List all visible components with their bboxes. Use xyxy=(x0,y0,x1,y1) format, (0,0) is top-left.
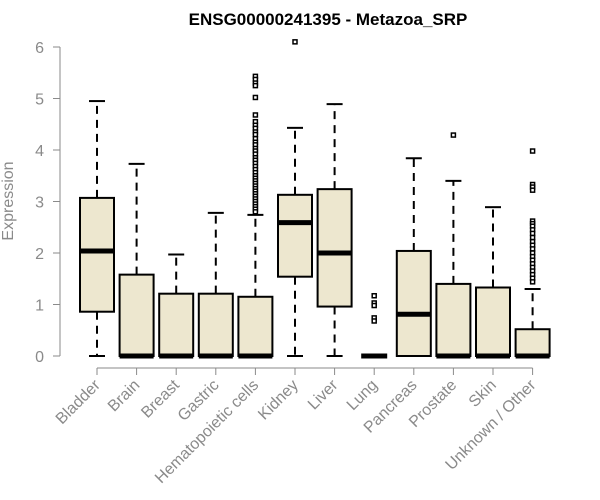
y-tick-label: 0 xyxy=(35,349,44,366)
box-prostate xyxy=(435,132,472,359)
box-breast xyxy=(158,253,195,359)
outlier-point xyxy=(371,318,377,324)
box-hematopoietic-cells xyxy=(237,73,274,359)
iqr-box xyxy=(514,328,551,358)
x-tick-label: Skin xyxy=(466,377,500,411)
chart-title: ENSG00000241395 - Metazoa_SRP xyxy=(189,10,468,29)
iqr-box xyxy=(277,193,313,278)
y-axis-label: Expression xyxy=(0,161,17,240)
outlier-point xyxy=(371,292,377,299)
box-kidney xyxy=(277,39,313,357)
outlier-point xyxy=(252,82,259,89)
iqr-box xyxy=(79,196,115,313)
x-tick-label: Lung xyxy=(344,377,381,414)
outlier-point xyxy=(371,302,377,309)
outlier-point xyxy=(450,132,457,138)
iqr-box xyxy=(197,292,234,357)
box-bladder xyxy=(79,100,115,357)
iqr-box xyxy=(237,295,274,357)
outlier-point xyxy=(252,209,259,215)
y-tick-label: 4 xyxy=(35,143,44,160)
iqr-box xyxy=(316,188,353,308)
box-liver xyxy=(316,103,353,357)
box-lung xyxy=(361,292,388,359)
outlier-point xyxy=(252,94,259,101)
y-tick-label: 2 xyxy=(35,246,44,263)
y-tick-label: 5 xyxy=(35,92,44,109)
outlier-point xyxy=(292,39,298,45)
x-tick-label: Bladder xyxy=(53,376,104,427)
x-tick-label: Kidney xyxy=(255,377,302,424)
y-axis: 0 1 2 3 4 5 6 xyxy=(35,40,61,366)
box-brain xyxy=(118,162,155,359)
outlier-point xyxy=(529,279,536,285)
y-tick-label: 3 xyxy=(35,195,44,212)
outlier-point xyxy=(252,112,259,118)
boxes-group xyxy=(79,39,551,359)
x-tick-label: Liver xyxy=(305,376,342,413)
iqr-box xyxy=(475,286,511,358)
box-pancreas xyxy=(395,157,432,357)
y-tick-label: 1 xyxy=(35,298,44,315)
iqr-box xyxy=(395,249,432,357)
outlier-point xyxy=(529,148,536,154)
box-skin xyxy=(475,206,511,359)
iqr-box xyxy=(435,282,472,357)
box-unknown-other xyxy=(514,148,551,359)
y-tick-label: 6 xyxy=(35,40,44,57)
outlier-point xyxy=(529,187,536,193)
iqr-box xyxy=(118,273,155,358)
box-gastric xyxy=(197,211,234,359)
iqr-box xyxy=(158,292,195,357)
